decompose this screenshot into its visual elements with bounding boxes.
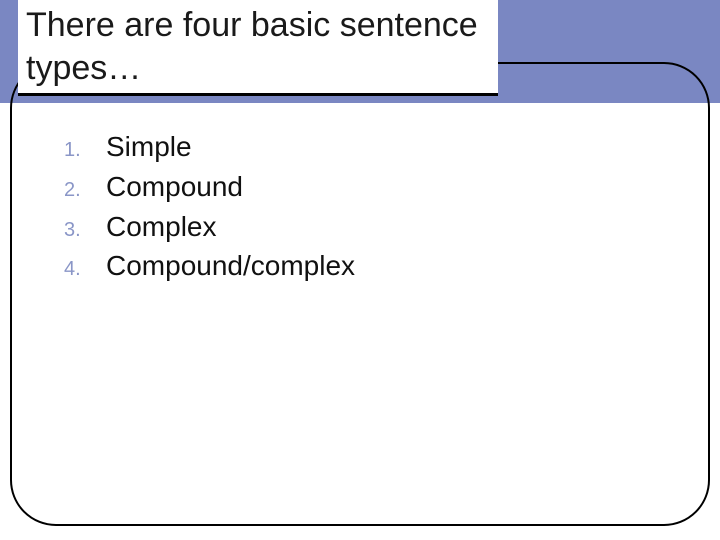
list-item-text: Complex: [106, 208, 216, 246]
list-item-number: 2.: [64, 177, 106, 204]
list-item-number: 4.: [64, 256, 106, 283]
list-item: 2. Compound: [64, 168, 355, 206]
slide-title: There are four basic sentence types…: [26, 4, 490, 89]
list-item-number: 3.: [64, 217, 106, 244]
list-item: 3. Complex: [64, 208, 355, 246]
numbered-list: 1. Simple 2. Compound 3. Complex 4. Comp…: [64, 128, 355, 287]
title-underline: [18, 93, 498, 96]
list-item-number: 1.: [64, 137, 106, 164]
title-block: There are four basic sentence types…: [18, 0, 498, 95]
list-item: 4. Compound/complex: [64, 247, 355, 285]
list-item-text: Simple: [106, 128, 192, 166]
list-item-text: Compound: [106, 168, 243, 206]
list-item-text: Compound/complex: [106, 247, 355, 285]
list-item: 1. Simple: [64, 128, 355, 166]
